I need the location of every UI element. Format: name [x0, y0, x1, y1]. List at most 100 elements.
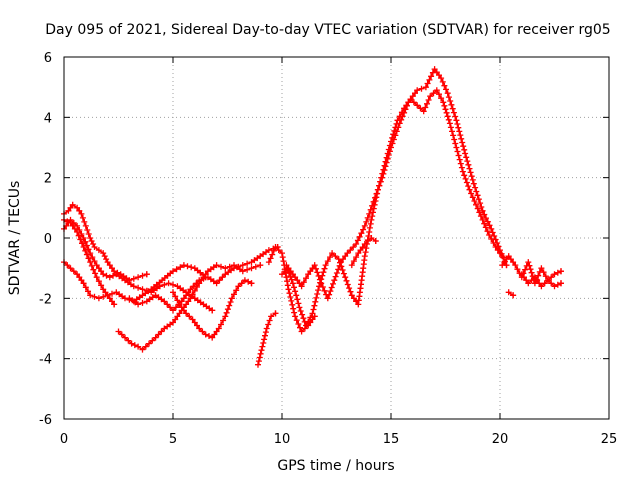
data-point-marker: [199, 328, 206, 335]
data-point-marker: [300, 315, 307, 322]
data-point-marker: [483, 215, 489, 222]
data-point-marker: [361, 253, 368, 260]
data-point-marker: [190, 283, 197, 290]
data-point-marker: [122, 334, 128, 341]
y-axis-label: SDTVAR / TECUs: [7, 181, 23, 296]
data-point-marker: [270, 247, 277, 254]
data-point-marker: [272, 244, 279, 250]
data-point-marker: [310, 306, 317, 313]
data-point-marker: [292, 288, 299, 295]
data-point-marker: [478, 204, 485, 210]
data-point-marker: [472, 184, 479, 191]
data-point-marker: [82, 222, 89, 229]
data-point-marker: [184, 263, 191, 270]
data-point-marker: [307, 319, 314, 326]
data-point-marker: [346, 285, 353, 292]
data-point-marker: [161, 281, 168, 288]
data-point-marker: [135, 274, 142, 281]
data-point-marker: [368, 235, 375, 241]
data-point-marker: [79, 214, 86, 221]
data-point-marker: [441, 82, 448, 89]
data-point-marker: [75, 232, 82, 239]
data-point-marker: [385, 146, 392, 153]
data-point-marker: [380, 166, 387, 173]
data-point-marker: [488, 225, 495, 232]
data-point-marker: [135, 301, 142, 308]
y-tick-label: 2: [44, 172, 52, 187]
data-point-marker: [422, 104, 429, 111]
data-point-marker: [170, 289, 176, 296]
data-point-marker: [79, 240, 85, 247]
data-point-marker: [464, 158, 471, 165]
data-point-marker: [261, 336, 268, 343]
series-track-11: [265, 244, 318, 335]
data-point-marker: [125, 337, 132, 344]
series-track-7: [170, 277, 255, 341]
grid: [64, 57, 609, 419]
data-point-marker: [275, 247, 282, 254]
data-point-marker: [312, 298, 319, 305]
data-point-marker: [430, 90, 437, 97]
data-point-marker: [238, 280, 245, 287]
data-point-marker: [491, 233, 498, 239]
data-point-marker: [448, 101, 455, 108]
data-point-marker: [241, 277, 248, 284]
series-track-12: [348, 235, 379, 269]
data-point-marker: [286, 269, 292, 276]
y-tick-label: -4: [39, 353, 52, 368]
data-point-marker: [269, 251, 276, 258]
data-point-marker: [528, 277, 535, 284]
data-point-marker: [98, 282, 105, 289]
x-tick-label: 20: [492, 432, 509, 447]
data-point-marker: [455, 124, 462, 131]
data-point-marker: [394, 117, 401, 124]
data-point-marker: [87, 292, 94, 299]
data-point-marker: [187, 286, 194, 293]
data-point-marker: [71, 225, 78, 232]
data-point-marker: [426, 76, 433, 83]
data-point-marker: [139, 286, 146, 293]
data-point-marker: [231, 291, 237, 298]
data-point-marker: [245, 278, 252, 285]
data-point-marker: [329, 250, 336, 257]
data-point-marker: [294, 277, 301, 284]
data-point-marker: [458, 164, 465, 171]
data-point-marker: [90, 266, 97, 273]
data-point-marker: [452, 113, 459, 120]
data-point-marker: [244, 260, 251, 267]
data-point-marker: [315, 287, 322, 294]
data-point-marker: [538, 283, 545, 290]
data-point-marker: [281, 266, 288, 273]
data-point-marker: [459, 168, 466, 175]
data-point-marker: [441, 102, 448, 109]
data-point-marker: [477, 213, 484, 220]
data-point-marker: [350, 295, 357, 302]
data-point-marker: [353, 241, 360, 247]
data-point-marker: [526, 262, 533, 269]
data-point-marker: [339, 267, 346, 273]
data-point-marker: [363, 218, 370, 225]
data-point-marker: [466, 165, 473, 172]
data-point-marker: [118, 331, 125, 338]
data-point-marker: [374, 190, 381, 197]
data-point-marker: [424, 80, 431, 87]
data-point-marker: [131, 342, 138, 349]
data-point-marker: [78, 277, 85, 284]
data-point-marker: [558, 268, 564, 275]
data-point-marker: [505, 289, 512, 296]
data-point-marker: [89, 254, 96, 261]
data-point-marker: [468, 190, 475, 197]
data-point-marker: [106, 262, 113, 269]
data-point-marker: [114, 269, 121, 276]
data-point-marker: [350, 258, 357, 265]
series-track-9: [279, 66, 510, 302]
data-point-marker: [80, 235, 87, 241]
data-point-marker: [295, 300, 302, 307]
data-point-marker: [428, 73, 435, 80]
data-point-marker: [126, 277, 133, 284]
data-point-marker: [321, 287, 328, 294]
data-point-marker: [348, 262, 355, 269]
data-point-marker: [370, 209, 376, 216]
data-point-marker: [287, 273, 294, 279]
data-point-marker: [220, 317, 227, 324]
